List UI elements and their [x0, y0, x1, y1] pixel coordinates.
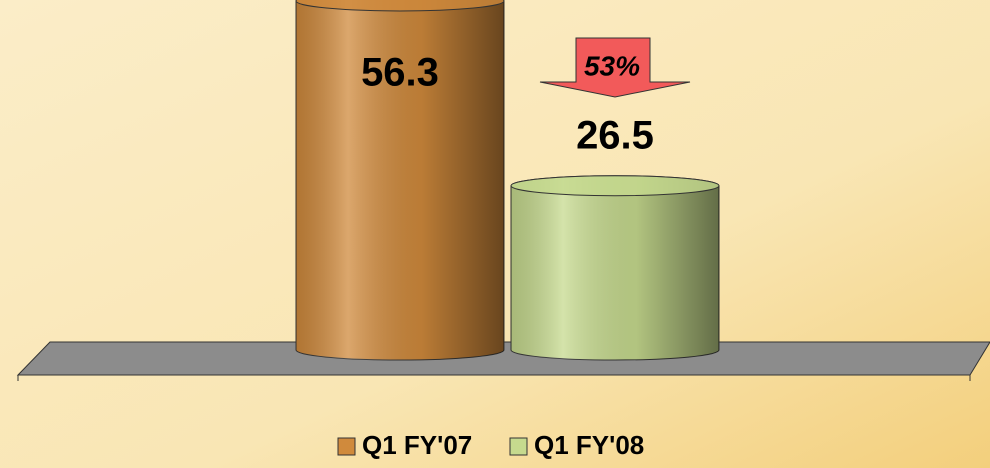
change-annotation: 53% — [539, 37, 691, 98]
bar-top — [510, 175, 720, 197]
legend-swatch — [337, 437, 356, 456]
legend-swatch — [509, 437, 528, 456]
legend-label: Q1 FY'07 — [362, 430, 472, 460]
bar-top — [295, 0, 505, 12]
legend-label: Q1 FY'08 — [534, 430, 644, 460]
floor — [16, 341, 990, 376]
bar-shade — [296, 0, 504, 360]
bar-shade — [511, 175, 719, 360]
data-label: 56.3 — [361, 51, 439, 95]
data-label: 26.5 — [576, 114, 654, 158]
down-arrow — [539, 37, 691, 98]
annotation-label: 53% — [584, 50, 640, 81]
